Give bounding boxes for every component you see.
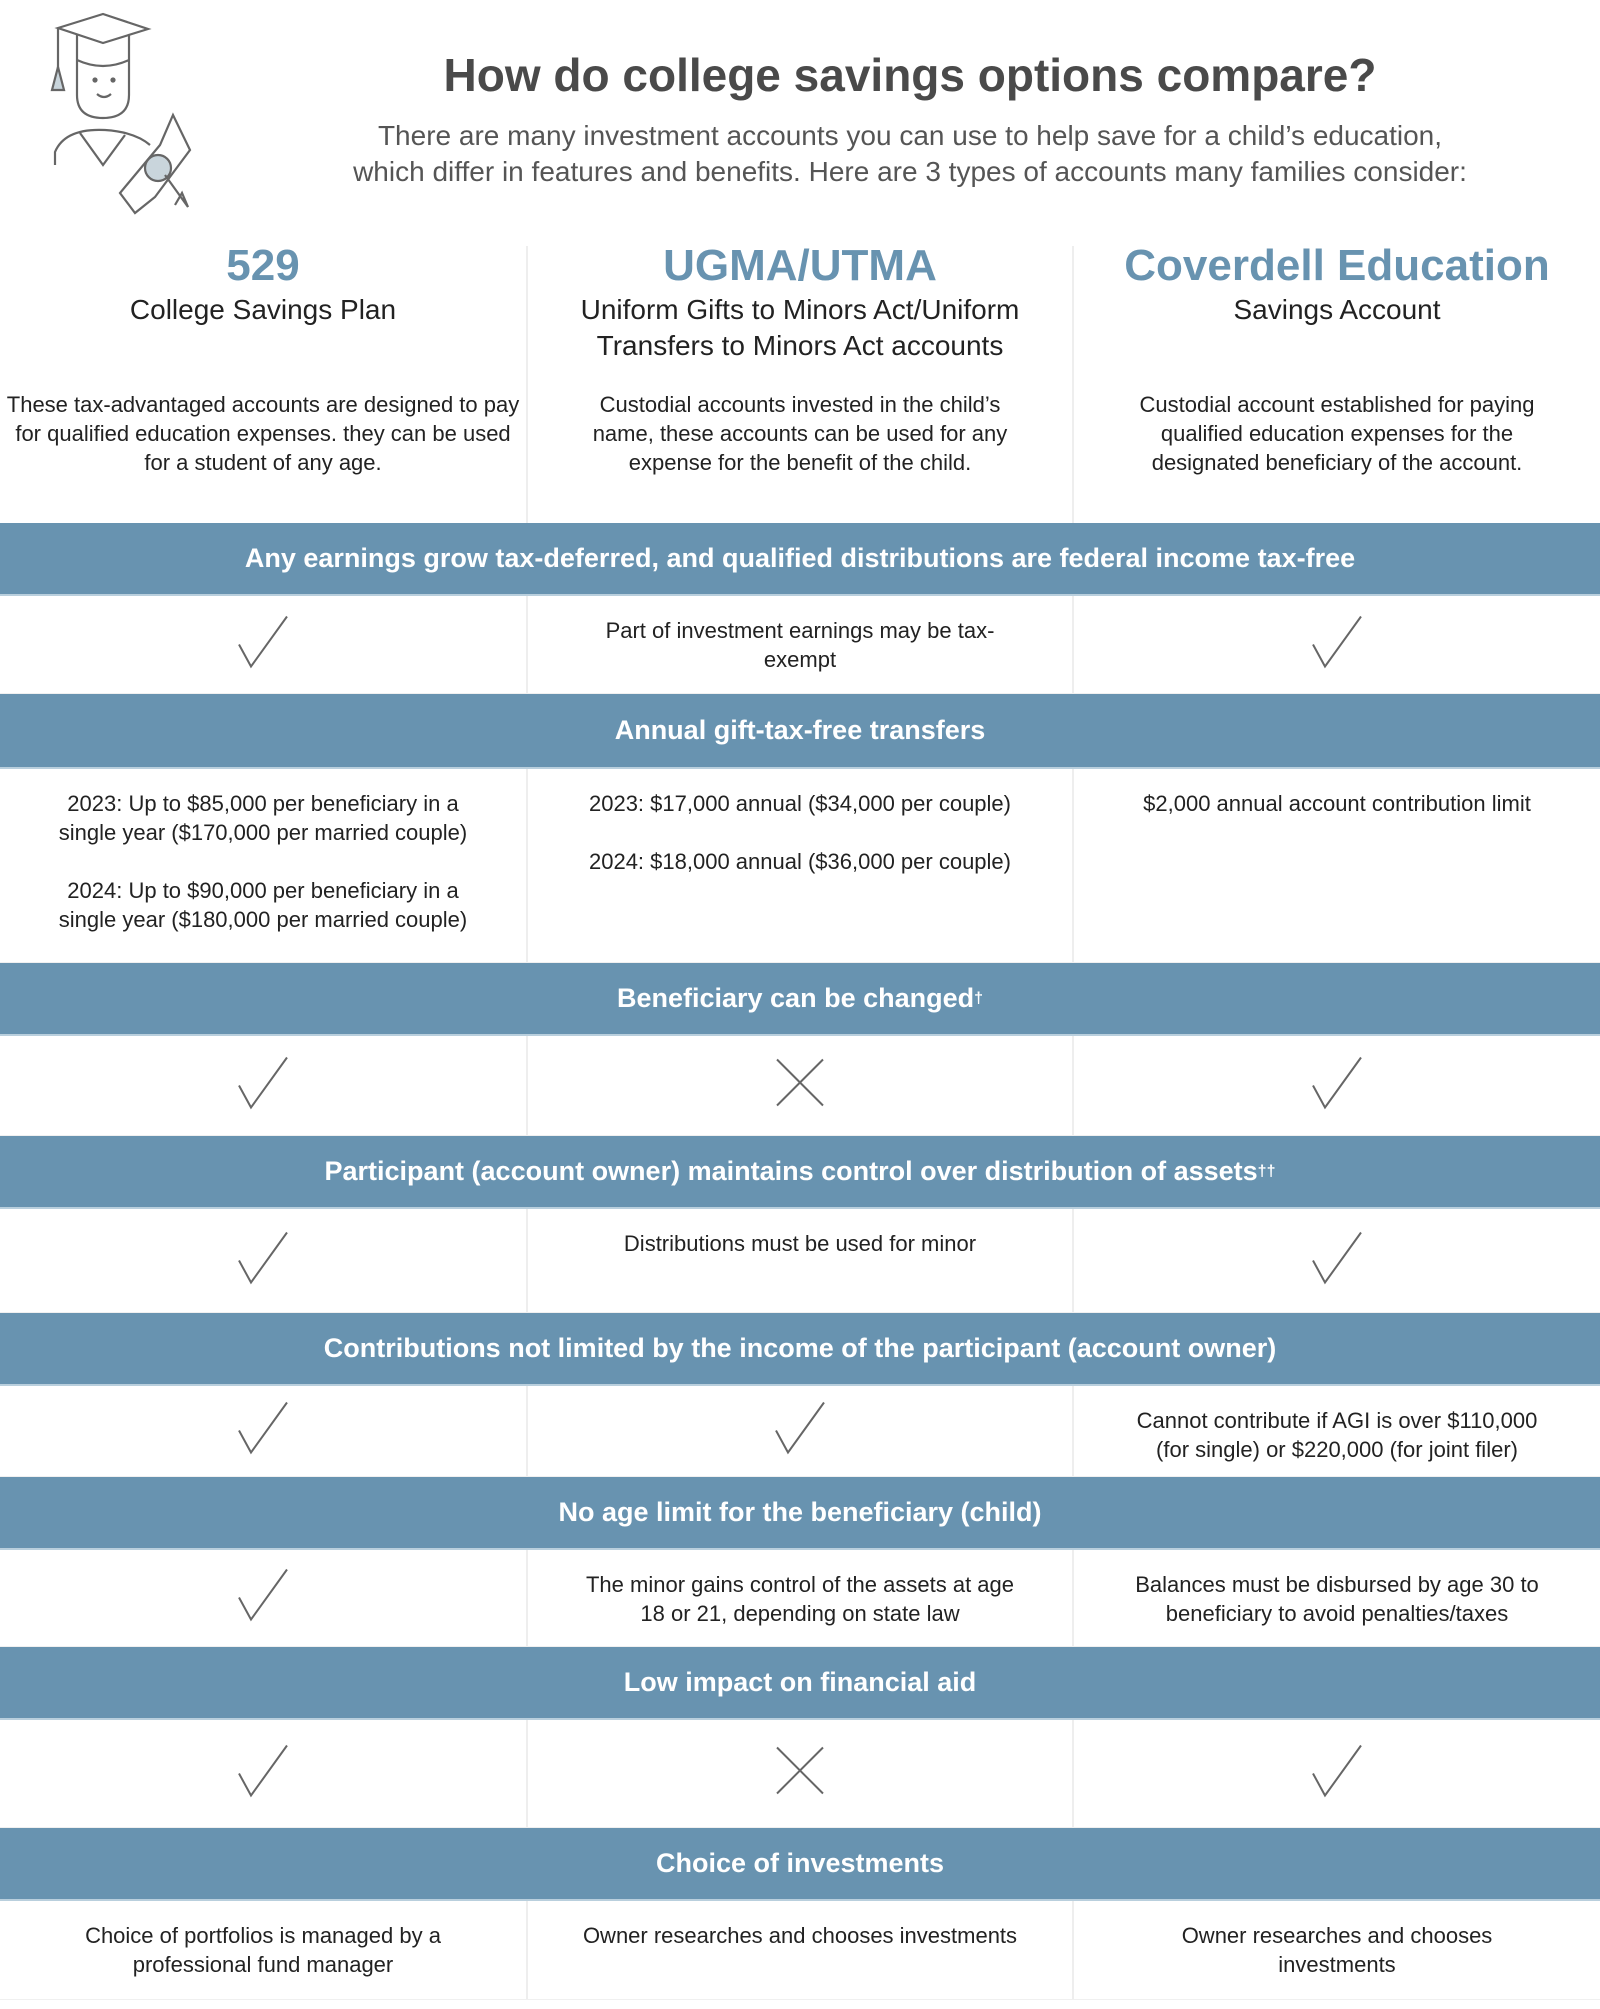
column-header-529: 529 College Savings Plan These tax-advan…: [0, 240, 526, 475]
cell-text: 2023: $17,000 annual ($34,000 per couple…: [588, 791, 1011, 816]
subtitle-line: There are many investment accounts you c…: [377, 120, 1443, 151]
cell-text: Distributions must be used for minor: [623, 1231, 977, 1256]
feature-header: No age limit for the beneficiary (child): [0, 1477, 1600, 1550]
cell-text: Part of investment earnings may be tax-e…: [605, 618, 995, 672]
graduate-with-diploma-icon: [50, 12, 192, 215]
table-cell: The minor gains control of the assets at…: [528, 1550, 1072, 1646]
feature-header: Choice of investments: [0, 1828, 1600, 1901]
column-subtitle: College Savings Plan: [129, 294, 397, 325]
feature-header: Contributions not limited by the income …: [0, 1313, 1600, 1386]
table-row: Choice of portfolios is managed by a pro…: [0, 1901, 1600, 2000]
column-description: Custodial accounts invested in the child…: [592, 392, 1008, 475]
footnote-marker: †: [974, 989, 984, 1007]
cell-text: 2023: Up to $85,000 per beneficiary in a…: [58, 791, 468, 845]
column-subtitle: Transfers to Minors Act accounts: [596, 330, 1004, 361]
checkmark-icon: [237, 1743, 289, 1804]
table-cell: [0, 596, 526, 693]
feature-label: Contributions not limited by the income …: [323, 1333, 1277, 1363]
checkmark-icon: [237, 1568, 289, 1629]
checkmark-icon: [1311, 614, 1363, 675]
table-row: [0, 1720, 1600, 1828]
checkmark-icon: [237, 614, 289, 675]
feature-label: Any earnings grow tax-deferred, and qual…: [244, 543, 1356, 573]
table-cell: [0, 1386, 526, 1476]
feature-label: No age limit for the beneficiary (child): [558, 1497, 1042, 1527]
page-title: How do college savings options compare?: [443, 49, 1377, 101]
table-cell: [1074, 1209, 1600, 1312]
table-cell: [0, 1550, 526, 1646]
cell-text: 2024: $18,000 annual ($36,000 per couple…: [588, 849, 1011, 874]
table-cell: [528, 1720, 1072, 1827]
table-cell: Cannot contribute if AGI is over $110,00…: [1074, 1386, 1600, 1476]
cell-text: Choice of portfolios is managed by a pro…: [85, 1923, 441, 1977]
column-name: UGMA/UTMA: [663, 241, 937, 290]
column-name: Coverdell Education: [1124, 241, 1550, 290]
checkmark-icon: [774, 1401, 826, 1462]
table-cell: Distributions must be used for minor: [528, 1209, 1072, 1312]
checkmark-icon: [1311, 1230, 1363, 1291]
feature-label: Beneficiary can be changed: [616, 983, 975, 1013]
cell-text: Balances must be disbursed by age 30 to …: [1135, 1572, 1539, 1626]
table-cell: Choice of portfolios is managed by a pro…: [0, 1901, 526, 1999]
checkmark-icon: [1311, 1743, 1363, 1804]
footnote-marker: ††: [1257, 1162, 1276, 1180]
column-description: Custodial account established for paying…: [1139, 392, 1535, 475]
feature-header: Any earnings grow tax-deferred, and qual…: [0, 523, 1600, 596]
subtitle-line: which differ in features and benefits. H…: [353, 156, 1467, 187]
table-cell: [1074, 1036, 1600, 1135]
cell-text: Owner researches and chooses investments: [1181, 1923, 1493, 1977]
column-subtitle: Uniform Gifts to Minors Act/Uniform: [580, 294, 1020, 325]
table-cell: [0, 1209, 526, 1312]
feature-header: Annual gift-tax-free transfers: [0, 694, 1600, 769]
table-cell: [0, 1720, 526, 1827]
table-cell: [1074, 1720, 1600, 1827]
table-cell: Part of investment earnings may be tax-e…: [528, 596, 1072, 693]
table-cell: [528, 1036, 1072, 1135]
table-cell: 2023: $17,000 annual ($34,000 per couple…: [528, 769, 1072, 962]
x-mark-icon: [774, 1057, 826, 1114]
table-cell: Owner researches and chooses investments: [528, 1901, 1072, 1999]
checkmark-icon: [237, 1055, 289, 1116]
table-row: Part of investment earnings may be tax-e…: [0, 596, 1600, 694]
checkmark-icon: [237, 1401, 289, 1462]
page-subtitle: There are many investment accounts you c…: [280, 118, 1540, 190]
feature-header: Beneficiary can be changed †: [0, 963, 1600, 1036]
cell-text: The minor gains control of the assets at…: [585, 1572, 1014, 1626]
cell-text: Cannot contribute if AGI is over $110,00…: [1136, 1408, 1538, 1462]
checkmark-icon: [237, 1230, 289, 1291]
column-header-coverdell: Coverdell Education Savings Account Cust…: [1074, 240, 1600, 475]
table-row: Cannot contribute if AGI is over $110,00…: [0, 1386, 1600, 1477]
feature-label: Participant (account owner) maintains co…: [324, 1156, 1258, 1186]
column-description: These tax-advantaged accounts are design…: [6, 392, 520, 475]
cell-text: 2024: Up to $90,000 per beneficiary in a…: [58, 878, 468, 932]
table-cell: $2,000 annual account contribution limit: [1074, 769, 1600, 962]
feature-header: Participant (account owner) maintains co…: [0, 1136, 1600, 1209]
table-cell: [1074, 596, 1600, 693]
cell-text: $2,000 annual account contribution limit: [1143, 791, 1531, 816]
table-row: Distributions must be used for minor: [0, 1209, 1600, 1313]
table-row: The minor gains control of the assets at…: [0, 1550, 1600, 1647]
column-subtitle: Savings Account: [1233, 294, 1441, 325]
feature-label: Low impact on financial aid: [623, 1667, 977, 1697]
table-cell: 2023: Up to $85,000 per beneficiary in a…: [0, 769, 526, 962]
table-row: [0, 1036, 1600, 1136]
table-cell: [528, 1386, 1072, 1476]
feature-label: Annual gift-tax-free transfers: [614, 715, 986, 745]
column-header-ugma-utma: UGMA/UTMA Uniform Gifts to Minors Act/Un…: [528, 240, 1072, 475]
table-row: 2023: Up to $85,000 per beneficiary in a…: [0, 769, 1600, 963]
column-name: 529: [226, 241, 300, 290]
feature-label: Choice of investments: [655, 1848, 945, 1878]
checkmark-icon: [1311, 1055, 1363, 1116]
table-cell: [0, 1036, 526, 1135]
feature-header: Low impact on financial aid: [0, 1647, 1600, 1720]
table-cell: Owner researches and chooses investments: [1074, 1901, 1600, 1999]
table-cell: Balances must be disbursed by age 30 to …: [1074, 1550, 1600, 1646]
cell-text: Owner researches and chooses investments: [582, 1923, 1018, 1948]
x-mark-icon: [774, 1745, 826, 1802]
